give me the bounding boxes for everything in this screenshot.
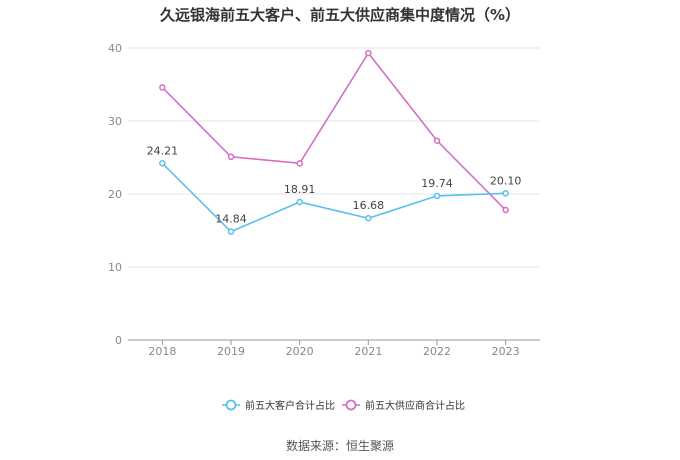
x-tick-label: 2019	[217, 345, 245, 358]
x-tick-label: 2020	[286, 345, 314, 358]
y-tick-label: 30	[108, 115, 122, 128]
data-label: 14.84	[215, 213, 247, 226]
y-tick-label: 20	[108, 188, 122, 201]
x-tick-label: 2022	[423, 345, 451, 358]
legend-marker-1	[345, 399, 357, 411]
data-point	[227, 153, 235, 161]
data-point	[433, 137, 441, 144]
data-point	[227, 228, 235, 235]
data-point	[502, 206, 509, 214]
y-tick-label: 10	[108, 261, 122, 274]
data-point	[296, 198, 303, 206]
legend-marker-0	[225, 399, 237, 411]
data-label: 19.74	[421, 177, 453, 190]
data-label: 24.21	[147, 144, 179, 157]
data-point	[159, 84, 166, 91]
x-tick-label: 2023	[492, 345, 520, 358]
data-label: 20.10	[490, 174, 522, 187]
legend-label-1: 前五大供应商合计占比	[365, 399, 465, 412]
legend-label-0: 前五大客户合计占比	[245, 399, 335, 412]
data-point	[159, 160, 166, 167]
chart-title: 久远银海前五大客户、前五大供应商集中度情况（%）	[159, 6, 521, 24]
y-tick-label: 0	[115, 334, 122, 347]
data-point	[365, 214, 372, 222]
data-label: 18.91	[284, 183, 316, 196]
data-source: 数据来源：恒生聚源	[285, 439, 394, 453]
data-point	[433, 192, 441, 200]
data-point	[365, 49, 372, 57]
series-line-1	[161, 51, 507, 211]
y-tick-label: 40	[108, 42, 122, 55]
data-point	[502, 190, 509, 197]
x-tick-label: 2021	[354, 345, 382, 358]
data-point	[296, 160, 303, 167]
data-label: 16.68	[353, 199, 385, 212]
x-tick-label: 2018	[148, 345, 176, 358]
series-line-0	[161, 162, 506, 233]
